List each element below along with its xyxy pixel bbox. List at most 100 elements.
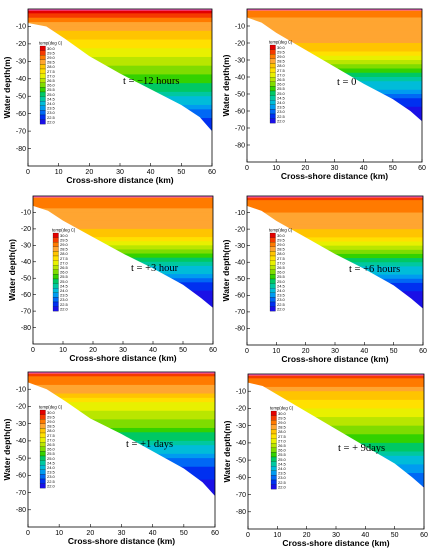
colorbar-swatch: [270, 484, 277, 490]
temperature-band: [248, 395, 424, 401]
temperature-band: [28, 13, 212, 19]
colorbar-tick-label: 28.5: [60, 247, 69, 252]
temperature-band: [247, 34, 422, 40]
temperature-field: [248, 374, 424, 529]
colorbar-swatch: [39, 50, 46, 56]
colorbar: temp(deg C)30.029.529.028.528.027.527.02…: [270, 406, 294, 490]
temperature-band: [28, 48, 212, 54]
colorbar-tick-label: 30.0: [277, 45, 286, 50]
temperature-band: [248, 399, 424, 405]
colorbar-swatch: [270, 466, 277, 471]
temperature-band: [28, 52, 212, 58]
colorbar-tick-label: 29.0: [47, 55, 56, 60]
temperature-band: [28, 427, 215, 433]
colorbar-tick-label: 27.5: [278, 434, 287, 439]
y-tick-label: -50: [16, 455, 26, 462]
x-tick-label: 20: [89, 347, 97, 354]
colorbar-tick-label: 23.0: [277, 297, 286, 302]
colorbar-tick-label: 23.0: [47, 110, 56, 115]
colorbar-swatch: [269, 232, 276, 238]
colorbar-swatch: [39, 55, 46, 60]
colorbar-swatch: [39, 446, 46, 452]
colorbar-swatch: [269, 265, 276, 270]
temperature-band: [248, 412, 424, 418]
colorbar-swatch: [39, 419, 46, 424]
colorbar-tick-label: 29.0: [277, 54, 286, 59]
colorbar-tick-label: 24.0: [278, 466, 287, 471]
x-tick-label: 40: [360, 165, 368, 172]
y-axis-title: Water depth(m): [2, 56, 12, 118]
colorbar-tick-label: 25.5: [47, 87, 56, 92]
colorbar-swatch: [39, 87, 46, 93]
colorbar-tick-label: 23.5: [47, 470, 56, 475]
colorbar-tick-label: 28.0: [277, 251, 286, 256]
colorbar-swatch: [39, 96, 46, 102]
colorbar-tick-label: 27.5: [277, 68, 286, 73]
colorbar-tick-label: 23.0: [277, 109, 286, 114]
temperature-band: [247, 200, 423, 205]
colorbar-tick-label: 26.0: [278, 448, 287, 453]
colorbar-tick-label: 26.0: [277, 82, 286, 87]
temperature-band: [28, 9, 212, 14]
colorbar-tick-label: 29.0: [278, 420, 287, 425]
y-tick-label: -60: [235, 293, 245, 300]
x-axis-title: Cross-shore distance (km): [66, 175, 173, 185]
temperature-band: [248, 425, 424, 431]
colorbar-tick-label: 27.0: [277, 260, 286, 265]
temperature-band: [33, 196, 213, 201]
colorbar-tick-label: 24.5: [47, 460, 56, 465]
colorbar-title: temp(deg C): [52, 228, 76, 233]
colorbar-tick-label: 23.5: [60, 293, 69, 298]
temperature-band: [28, 56, 212, 62]
temperature-band: [248, 404, 424, 410]
colorbar-swatch: [39, 478, 46, 484]
x-tick-label: 10: [55, 169, 63, 176]
temperature-band: [247, 38, 422, 44]
colorbar-swatch: [52, 232, 59, 238]
colorbar: temp(deg C)30.029.529.028.528.027.527.02…: [39, 405, 63, 489]
x-tick-label: 40: [149, 530, 157, 537]
temperature-band: [33, 200, 213, 205]
colorbar-tick-label: 23.5: [47, 106, 56, 111]
colorbar-swatch: [39, 423, 46, 429]
surface-cap: [28, 372, 215, 374]
y-tick-label: -20: [235, 226, 245, 233]
colorbar: temp(deg C)30.029.529.028.528.027.527.02…: [269, 228, 293, 312]
temperature-band: [28, 423, 215, 429]
x-tick-label: 60: [418, 165, 426, 172]
colorbar-swatch: [269, 72, 276, 78]
temperature-band: [247, 43, 422, 48]
y-tick-label: -80: [16, 146, 26, 153]
temperature-field: [247, 196, 423, 345]
temperature-band: [28, 384, 215, 390]
x-tick-label: 0: [246, 532, 250, 539]
colorbar-title: temp(deg C): [39, 405, 63, 410]
colorbar-swatch: [52, 297, 59, 303]
colorbar-tick-label: 22.5: [47, 115, 56, 120]
colorbar-tick-label: 26.0: [277, 270, 286, 275]
colorbar-tick-label: 25.5: [277, 274, 286, 279]
seabed-mask: [28, 22, 212, 166]
colorbar-tick-label: 25.0: [47, 92, 56, 97]
temperature-band: [248, 386, 424, 392]
colorbar-tick-label: 28.5: [277, 247, 286, 252]
colorbar: temp(deg C)30.029.529.028.528.027.527.02…: [39, 41, 63, 125]
colorbar-tick-label: 23.0: [278, 475, 287, 480]
colorbar-swatch: [39, 105, 46, 111]
y-tick-label: -50: [21, 276, 31, 283]
colorbar-swatch: [270, 456, 277, 462]
temperature-band: [28, 372, 215, 377]
x-tick-label: 20: [301, 165, 309, 172]
colorbar-swatch: [269, 49, 276, 55]
temperature-band: [248, 421, 424, 427]
colorbar-tick-label: 22.0: [47, 119, 56, 124]
panel-f: 0 10 20 30 40 50 60 -10 -20 -30 -40 -50 -60 -70 -80 Cro…: [222, 373, 428, 548]
temperature-band: [247, 47, 422, 53]
colorbar-tick-label: 27.0: [278, 438, 287, 443]
y-tick-label: -10: [16, 24, 26, 31]
colorbar-tick-label: 29.5: [47, 50, 56, 55]
panel-d: 0 10 20 30 40 50 60 -10 -20 -30 -40 -50 -60 -70 -80 Cro…: [221, 195, 427, 364]
colorbar-swatch: [270, 433, 277, 439]
colorbar-tick-label: 29.5: [278, 415, 287, 420]
temperature-band: [28, 30, 212, 36]
